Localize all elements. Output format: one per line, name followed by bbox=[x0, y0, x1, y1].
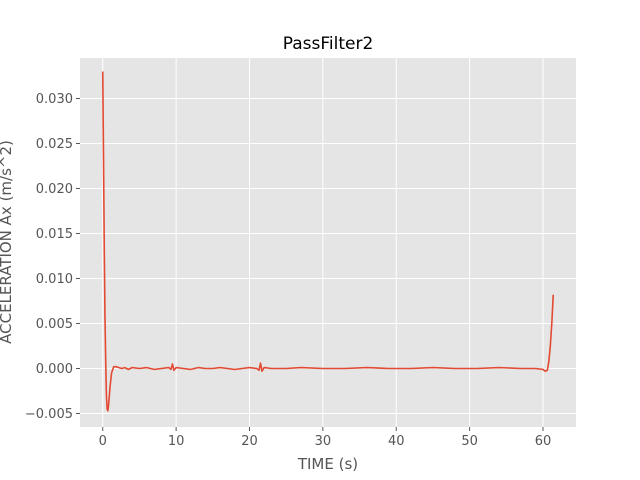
y-tick-label: 0.020 bbox=[36, 182, 73, 197]
plot-area bbox=[80, 58, 576, 427]
x-tick-label: 0 bbox=[99, 434, 107, 449]
y-tick-label: 0.015 bbox=[36, 227, 73, 242]
x-tick-label: 20 bbox=[241, 434, 258, 449]
x-tick-label: 60 bbox=[535, 434, 552, 449]
x-tick-label: 10 bbox=[168, 434, 185, 449]
x-tick-label: 40 bbox=[388, 434, 405, 449]
grid bbox=[80, 58, 576, 427]
series-line bbox=[101, 71, 555, 412]
x-tick-label: 30 bbox=[315, 434, 332, 449]
y-tick-label: 0.000 bbox=[36, 362, 73, 377]
y-tick-label: 0.005 bbox=[36, 317, 73, 332]
x-ticks: 0 10 20 30 40 50 60 bbox=[99, 427, 552, 449]
y-tick-label: 0.010 bbox=[36, 272, 73, 287]
y-axis-label: ACCELERATION Ax (m/s^2) bbox=[0, 140, 15, 344]
chart-title: PassFilter2 bbox=[283, 34, 374, 54]
x-tick-label: 50 bbox=[461, 434, 478, 449]
series-layer bbox=[101, 71, 555, 412]
y-tick-label: −0.005 bbox=[25, 407, 73, 422]
y-ticks: −0.005 0.000 0.005 0.010 0.015 0.020 0.025 0.03… bbox=[25, 92, 80, 422]
y-tick-label: 0.030 bbox=[36, 92, 73, 107]
y-tick-label: 0.025 bbox=[36, 137, 73, 152]
x-axis-label: TIME (s) bbox=[297, 455, 358, 473]
